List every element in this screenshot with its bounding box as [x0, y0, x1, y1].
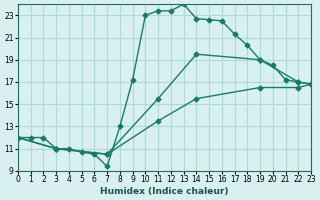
- X-axis label: Humidex (Indice chaleur): Humidex (Indice chaleur): [100, 187, 229, 196]
